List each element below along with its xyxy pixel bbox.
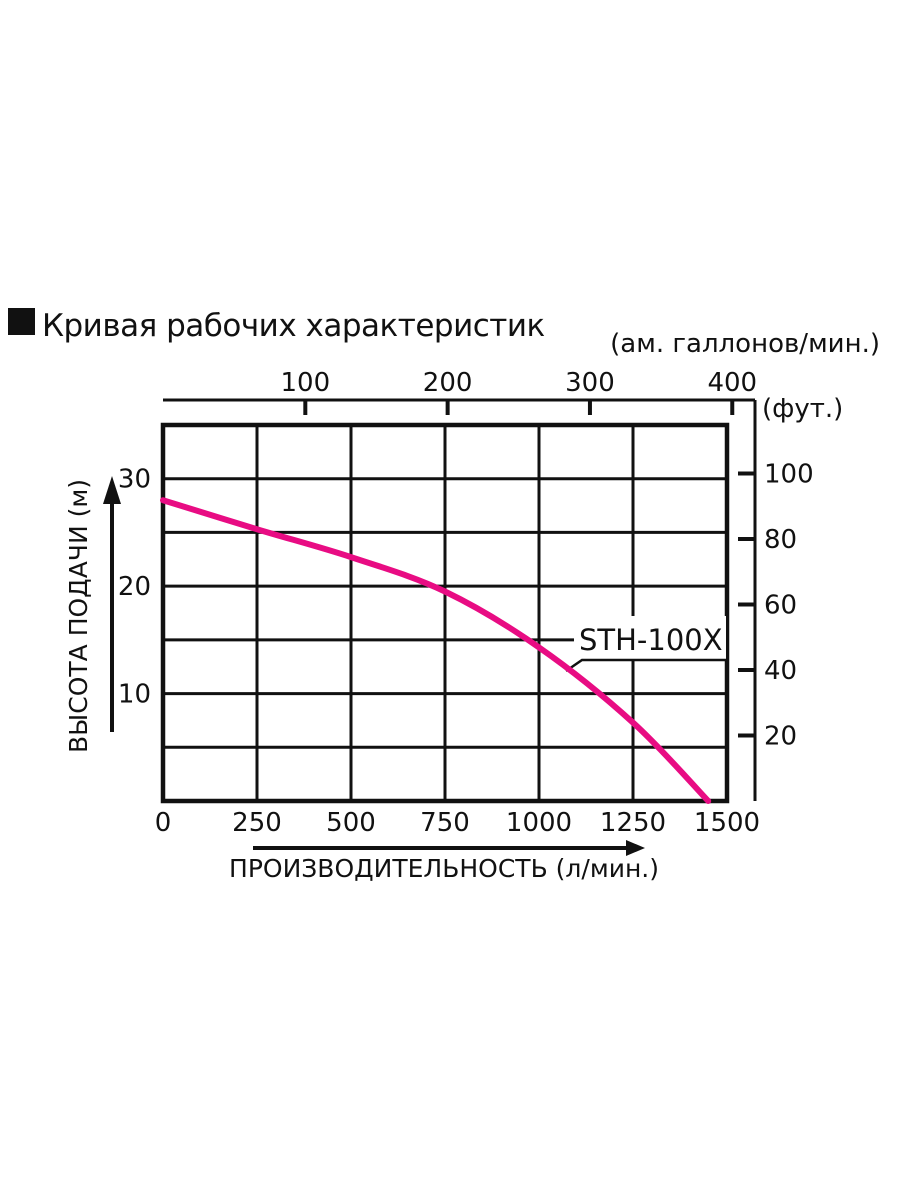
right-tick-label: 60	[764, 591, 797, 621]
left-tick-label: 10	[118, 680, 151, 710]
right-tick-label: 40	[764, 656, 797, 686]
right-tick-label: 20	[764, 722, 797, 752]
curve-sth-100x	[160, 497, 712, 804]
bottom-tick-label: 750	[420, 808, 470, 838]
bottom-tick-label: 1250	[600, 808, 666, 838]
left-tick-label: 20	[118, 572, 151, 602]
top-tick-label: 200	[423, 368, 473, 398]
top-axis-unit-label: (ам. галлонов/мин.)	[610, 329, 880, 359]
bottom-tick-label: 250	[232, 808, 282, 838]
series-label-leader-line	[565, 658, 727, 673]
grid-lines	[163, 425, 727, 801]
bottom-tick-label: 500	[326, 808, 376, 838]
left-axis-title: ВЫСОТА ПОДАЧИ (м)	[64, 479, 93, 753]
top-tick-label: 100	[280, 368, 330, 398]
series-label: STH-100X	[579, 623, 723, 657]
plot-border-rect	[160, 422, 730, 804]
title-bullet-square-icon	[8, 308, 35, 335]
axis-arrows	[103, 476, 645, 856]
bottom-tick-label: 1000	[506, 808, 572, 838]
right-axis-unit-label: (фут.)	[762, 394, 843, 424]
bottom-axis-title: ПРОИЗВОДИТЕЛЬНОСТЬ (л/мин.)	[229, 854, 659, 883]
right-tick-label: 100	[764, 460, 814, 490]
performance-curve	[160, 497, 712, 804]
chart-title: Кривая рабочих характеристик	[42, 308, 545, 344]
top-tick-label: 300	[565, 368, 615, 398]
bottom-axis-arrow-head-icon	[626, 840, 645, 856]
bottom-tick-label: 0	[155, 808, 172, 838]
series-label-leader	[565, 616, 727, 673]
secondary-axes	[163, 398, 757, 801]
plot-border	[160, 422, 730, 804]
right-tick-label: 80	[764, 525, 797, 555]
bottom-tick-label: 1500	[694, 808, 760, 838]
left-tick-label: 30	[118, 465, 151, 495]
series-label-background	[574, 616, 726, 659]
top-tick-label: 400	[707, 368, 757, 398]
left-axis-arrow-head-icon	[103, 476, 121, 504]
